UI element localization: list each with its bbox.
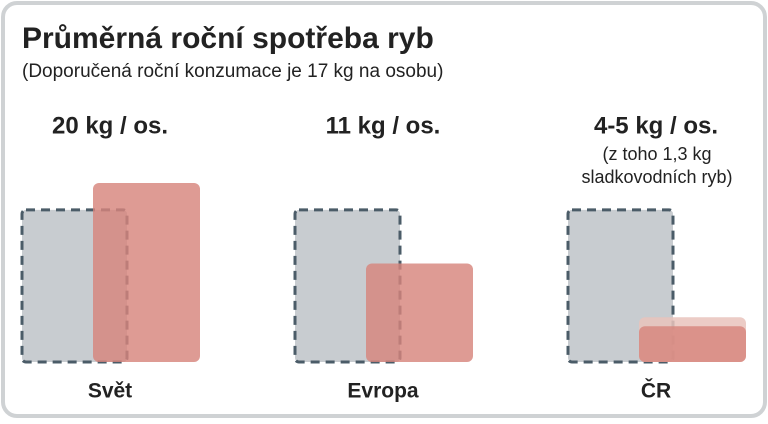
category-label: Evropa <box>347 380 419 403</box>
bar <box>93 183 200 362</box>
annotation: sladkovodních ryb) <box>581 167 732 187</box>
chart-subtitle: (Doporučená roční konzumace je 17 kg na … <box>22 61 443 82</box>
chart-title: Průměrná roční spotřeba ryb <box>22 22 434 55</box>
category-label: ČR <box>641 379 671 403</box>
value-label: 11 kg / os. <box>326 112 441 139</box>
category-label: Svět <box>88 380 132 403</box>
value-label: 20 kg / os. <box>52 112 168 139</box>
bar <box>366 263 473 362</box>
bar <box>639 326 746 362</box>
annotation: (z toho 1,3 kg <box>602 144 711 164</box>
value-label: 4-5 kg / os. <box>594 112 718 139</box>
